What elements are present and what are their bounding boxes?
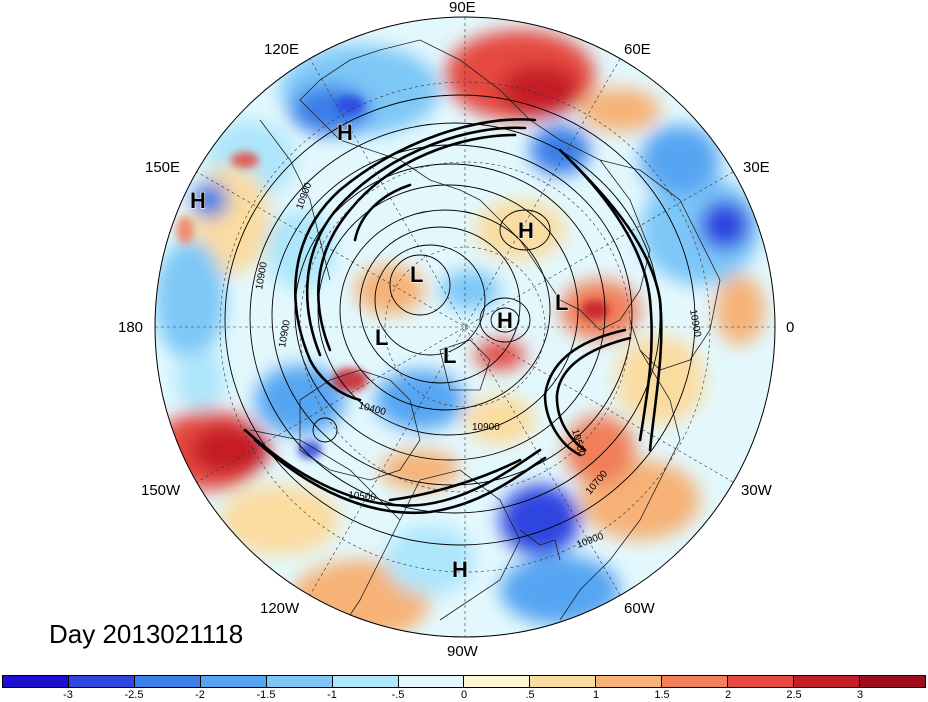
graticule	[155, 17, 775, 637]
contour-label: 10900	[277, 319, 293, 349]
colorbar-swatch	[530, 676, 597, 687]
longitude-label: 30W	[741, 482, 772, 499]
map-title: Day 2013021118	[49, 619, 244, 649]
polar-stereographic-map: 10900 10900 10400 10900 10500 10700 1090…	[154, 16, 776, 638]
colorbar-tick-label: 2	[724, 689, 732, 701]
longitude-label: 180	[118, 319, 144, 336]
colorbar-tick-label: -1.5	[256, 689, 276, 701]
colorbar-tick-label: -.5	[391, 689, 405, 701]
high-pressure-marker: H	[190, 188, 206, 213]
longitude-label: 60W	[624, 600, 655, 617]
longitude-label: 60E	[624, 41, 651, 58]
contour-label: 10900	[472, 422, 500, 433]
colorbar-tick-label: 3	[856, 689, 864, 701]
shaded-anomaly-field	[155, 17, 775, 637]
contour-label: 10900	[254, 261, 270, 291]
longitude-label: 0	[786, 319, 795, 336]
low-pressure-marker: L	[443, 343, 456, 368]
colorbar	[2, 675, 926, 688]
colorbar-tick-label: 0	[460, 689, 468, 701]
colorbar-tick-label: 1.5	[654, 689, 670, 701]
longitude-label: 90W	[447, 643, 478, 660]
colorbar-swatch	[266, 676, 333, 687]
high-pressure-marker: H	[497, 308, 513, 333]
colorbar-tick-label: -1	[327, 689, 337, 701]
colorbar-swatch	[134, 676, 201, 687]
high-pressure-marker: H	[452, 557, 468, 582]
longitude-label: 30E	[743, 159, 770, 176]
contour-label: 10500	[348, 490, 377, 503]
colorbar-swatch	[398, 676, 465, 687]
colorbar-swatch	[200, 676, 267, 687]
colorbar-swatch	[794, 676, 860, 687]
colorbar-swatch	[728, 676, 795, 687]
pressure-centers: H H H H H L L L L	[189, 119, 569, 582]
colorbar-swatch	[332, 676, 399, 687]
longitude-label: 150E	[145, 159, 181, 176]
contour-label: 10900	[687, 309, 703, 339]
colorbar-swatch	[662, 676, 729, 687]
map-boundary	[154, 16, 776, 638]
colorbar-tick-label: .5	[525, 689, 535, 701]
colorbar-tick-label: 2.5	[786, 689, 802, 701]
low-pressure-marker: L	[410, 262, 423, 287]
colorbar-swatch	[68, 676, 135, 687]
colorbar-swatch	[464, 676, 531, 687]
low-pressure-marker: L	[375, 325, 388, 350]
colorbar-swatch	[859, 676, 925, 687]
colorbar-tick-label: -2	[195, 689, 205, 701]
longitude-label: 90E	[449, 0, 476, 16]
colorbar-tick-label: -2.5	[124, 689, 144, 701]
low-pressure-marker: L	[555, 290, 568, 315]
longitude-label: 120W	[260, 600, 300, 617]
longitude-label: 120E	[264, 41, 300, 58]
high-pressure-marker: H	[518, 218, 534, 243]
colorbar-tick-label: 1	[592, 689, 600, 701]
colorbar-tick-label: -3	[63, 689, 73, 701]
longitude-label: 150W	[141, 482, 181, 499]
colorbar-swatch	[596, 676, 663, 687]
high-pressure-marker: H	[337, 120, 353, 145]
colorbar-swatch	[3, 676, 69, 687]
